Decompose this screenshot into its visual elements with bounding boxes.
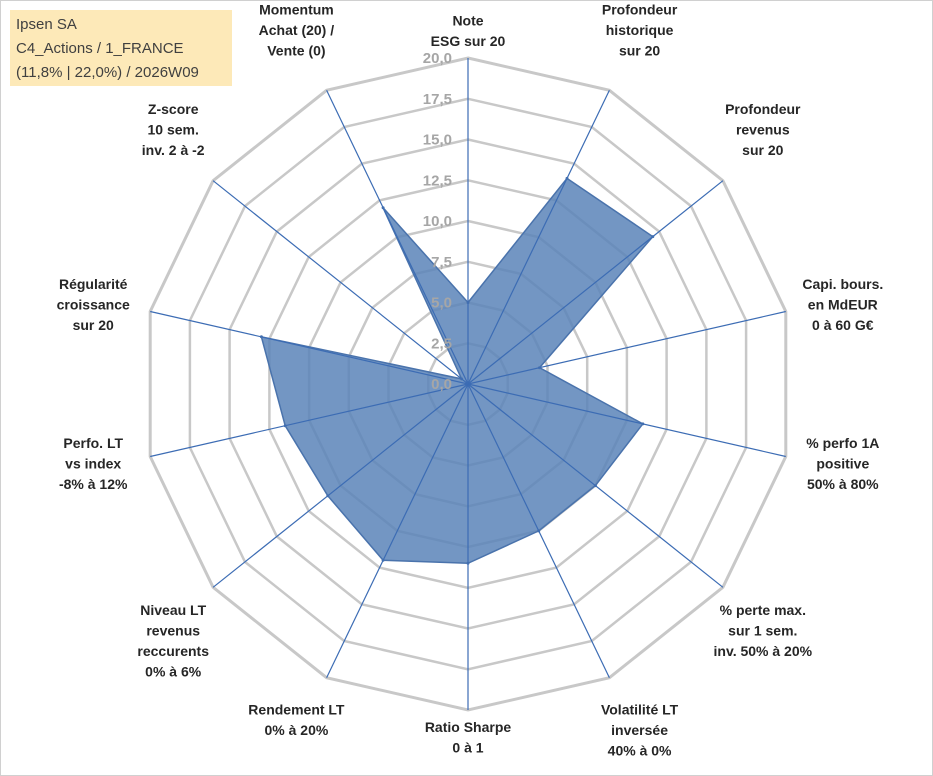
- axis-spoke: [212, 383, 469, 588]
- axis-label-line: sur 20: [619, 43, 660, 59]
- axis-label-line: historique: [606, 22, 674, 38]
- axis-label: Ratio Sharpe 0 à 1: [425, 719, 512, 756]
- axis-label-line: positive: [816, 456, 869, 472]
- axis-label: Régularité croissance sur 20: [57, 276, 130, 333]
- axis-label-line: 0% à 6%: [145, 664, 202, 680]
- tick-label: 7,5: [431, 254, 452, 271]
- axis-label-line: Niveau LT: [140, 602, 206, 618]
- axis-label-line: 0% à 20%: [264, 722, 328, 738]
- axis-label-line: 50% à 80%: [807, 476, 879, 492]
- axis-label-line: Rendement LT: [248, 702, 345, 718]
- radial-tick-labels: 0,0 2,5 5,0 7,5 10,0 12,5 15,0 17,5 20,0: [423, 50, 452, 393]
- axis-label: Profondeur revenus sur 20: [725, 101, 801, 158]
- axis-label: Momentum Achat (20) / Vente (0): [259, 2, 335, 59]
- axis-label: Perfo. LT vs index -8% à 12%: [59, 435, 128, 492]
- axis-spoke: [467, 383, 786, 458]
- axis-label-line: inv. 2 à -2: [142, 142, 205, 158]
- axis-spoke: [326, 90, 469, 385]
- axis-label: Z-score 10 sem. inv. 2 à -2: [142, 101, 205, 158]
- axis-spoke: [467, 383, 724, 588]
- tick-label: 17,5: [423, 91, 452, 108]
- axis-label: Rendement LT 0% à 20%: [248, 702, 345, 739]
- axis-label-line: Capi. bours.: [802, 276, 883, 292]
- axis-label-line: Profondeur: [725, 101, 801, 117]
- tick-label: 2,5: [431, 335, 452, 352]
- tick-label: 10,0: [423, 213, 452, 230]
- axis-label-line: Achat (20) /: [259, 22, 335, 38]
- axis-label-line: % perte max.: [720, 602, 806, 618]
- axis-label-line: Z-score: [148, 101, 199, 117]
- axis-label-line: sur 20: [742, 142, 783, 158]
- axis-label-line: Note: [452, 13, 483, 29]
- axis-label-line: sur 1 sem.: [728, 623, 797, 639]
- info-title: Ipsen SA: [16, 16, 77, 33]
- axis-spoke: [467, 383, 610, 678]
- radar-series: [259, 176, 655, 565]
- axis-label-line: -8% à 12%: [59, 476, 128, 492]
- axis-spoke: [150, 310, 469, 385]
- axis-label-line: % perfo 1A: [806, 435, 879, 451]
- axis-spoke: [467, 90, 610, 385]
- info-category: C4_Actions / 1_FRANCE: [16, 40, 184, 57]
- axis-label-line: ESG sur 20: [431, 33, 506, 49]
- tick-label: 12,5: [423, 172, 452, 189]
- axis-label-line: Perfo. LT: [63, 435, 123, 451]
- axis-label-line: Profondeur: [602, 2, 678, 18]
- axis-spoke: [212, 180, 469, 385]
- axis-label: Note ESG sur 20: [431, 13, 506, 50]
- axis-label: % perte max. sur 1 sem. inv. 50% à 20%: [714, 602, 813, 659]
- axis-spoke: [467, 180, 724, 385]
- tick-label: 5,0: [431, 295, 452, 312]
- axis-label-line: sur 20: [73, 317, 114, 333]
- series-area: [260, 177, 654, 565]
- axis-label-line: en MdEUR: [808, 296, 878, 312]
- axis-label-line: Volatilité LT: [601, 702, 679, 718]
- axis-label-line: 0 à 60 G€: [812, 317, 874, 333]
- axis-label-line: inversée: [611, 722, 668, 738]
- axis-spoke: [150, 383, 469, 458]
- axis-label-line: 40% à 0%: [608, 743, 672, 759]
- axis-label-line: vs index: [65, 456, 121, 472]
- axis-label-line: reccurents: [137, 643, 209, 659]
- axis-label: % perfo 1A positive 50% à 80%: [806, 435, 879, 492]
- axis-label-line: inv. 50% à 20%: [714, 643, 813, 659]
- axis-label-line: 10 sem.: [148, 121, 199, 137]
- tick-label: 0,0: [431, 376, 452, 393]
- tick-label: 15,0: [423, 132, 452, 149]
- axis-spoke: [467, 310, 786, 385]
- axis-label: Volatilité LT inversée 40% à 0%: [601, 702, 679, 759]
- axis-label: Profondeur historique sur 20: [602, 2, 678, 59]
- axis-label-line: Momentum: [259, 2, 334, 18]
- axis-labels: Note ESG sur 20 Profondeur historique sur 20…: [57, 2, 884, 759]
- axis-label-line: Vente (0): [267, 43, 325, 59]
- axis-label-line: Régularité: [59, 276, 128, 292]
- radar-spokes: [150, 58, 786, 710]
- axis-label: Capi. bours. en MdEUR 0 à 60 G€: [802, 276, 883, 333]
- info-stats: (11,8% | 22,0%) / 2026W09: [16, 64, 199, 81]
- axis-label-line: Ratio Sharpe: [425, 719, 512, 735]
- axis-label: Niveau LT revenus reccurents 0% à 6%: [137, 602, 209, 680]
- axis-spoke: [326, 383, 469, 678]
- axis-label-line: croissance: [57, 296, 130, 312]
- tick-label: 20,0: [423, 50, 452, 67]
- info-box: Ipsen SA C4_Actions / 1_FRANCE (11,8% | …: [10, 10, 232, 86]
- axis-label-line: revenus: [736, 121, 790, 137]
- axis-label-line: 0 à 1: [452, 740, 483, 756]
- axis-label-line: revenus: [146, 623, 200, 639]
